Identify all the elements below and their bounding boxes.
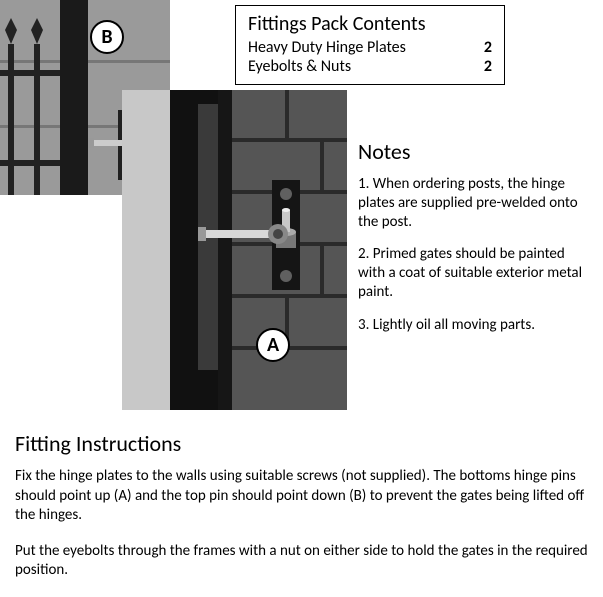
photo-hinge-bottom — [122, 90, 347, 410]
notes-section: Notes 1. When ordering posts, the hinge … — [358, 138, 588, 348]
note-item: 3. Lightly oil all moving parts. — [358, 316, 588, 335]
instructions-title: Fitting Instructions — [15, 430, 590, 457]
contents-qty: 2 — [484, 38, 492, 57]
hinge-bottom-illustration — [122, 90, 347, 410]
contents-qty: 2 — [484, 57, 492, 76]
contents-label: Eyebolts & Nuts — [248, 57, 351, 76]
notes-title: Notes — [358, 138, 588, 165]
instructions-section: Fitting Instructions Fix the hinge plate… — [15, 430, 590, 597]
contents-box: Fittings Pack Contents Heavy Duty Hinge … — [235, 5, 505, 85]
contents-title: Fittings Pack Contents — [248, 12, 492, 36]
instructions-para: Put the eyebolts through the frames with… — [15, 542, 590, 581]
contents-row: Eyebolts & Nuts 2 — [248, 57, 492, 76]
note-item: 1. When ordering posts, the hinge plates… — [358, 175, 588, 231]
note-item: 2. Primed gates should be painted with a… — [358, 245, 588, 301]
badge-b: B — [90, 20, 124, 54]
badge-a: A — [256, 328, 290, 362]
badge-a-label: A — [267, 333, 279, 357]
contents-row: Heavy Duty Hinge Plates 2 — [248, 38, 492, 57]
badge-b-label: B — [101, 25, 112, 49]
contents-label: Heavy Duty Hinge Plates — [248, 38, 406, 57]
instructions-para: Fix the hinge plates to the walls using … — [15, 467, 590, 526]
